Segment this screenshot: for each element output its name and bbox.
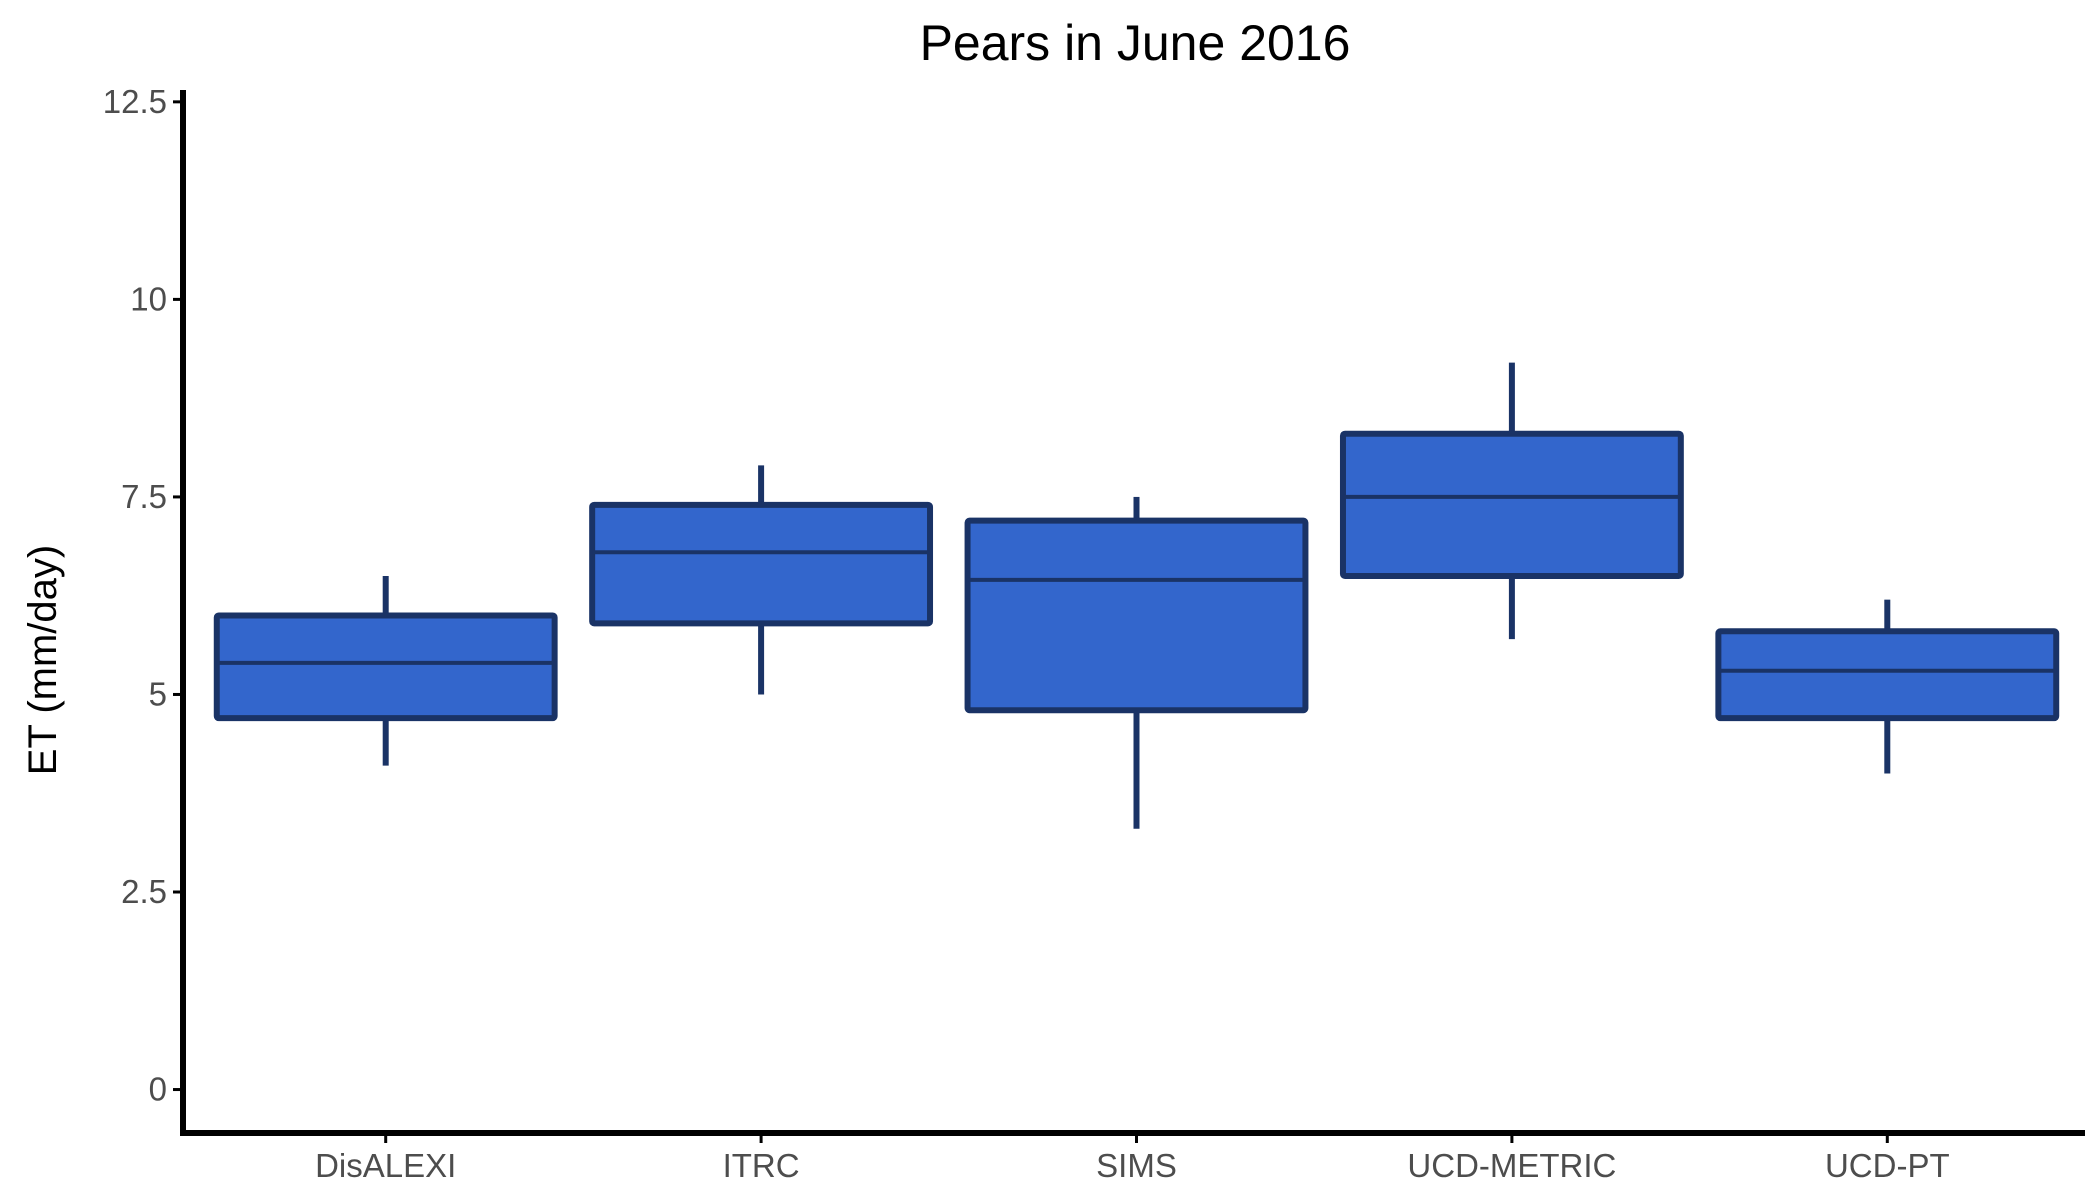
x-tick-label: UCD-METRIC [1407, 1147, 1616, 1184]
y-tick-label: 7.5 [121, 478, 167, 515]
y-tick-label: 10 [130, 280, 167, 317]
chart-title: Pears in June 2016 [920, 15, 1351, 71]
y-tick-label: 2.5 [121, 873, 167, 910]
box-itrc [589, 501, 934, 627]
box-ucd-metric [1339, 430, 1684, 579]
y-tick-label: 12.5 [103, 83, 167, 120]
plot-area: 0 2.5 5 7.5 10 12.5 DisALEXI ITRC SIMS UCD-METRIC… [103, 83, 2085, 1184]
y-tick-label: 5 [149, 675, 167, 712]
box-disalexi [213, 612, 558, 722]
y-tick-label: 0 [149, 1071, 167, 1108]
box-sims [964, 517, 1309, 714]
x-tick-label: SIMS [1096, 1147, 1177, 1184]
x-tick-label: ITRC [723, 1147, 800, 1184]
x-tick-label: UCD-PT [1825, 1147, 1950, 1184]
y-axis-label: ET (mm/day) [21, 545, 65, 775]
x-tick-label: DisALEXI [315, 1147, 456, 1184]
box-ucd-pt [1715, 628, 2060, 722]
